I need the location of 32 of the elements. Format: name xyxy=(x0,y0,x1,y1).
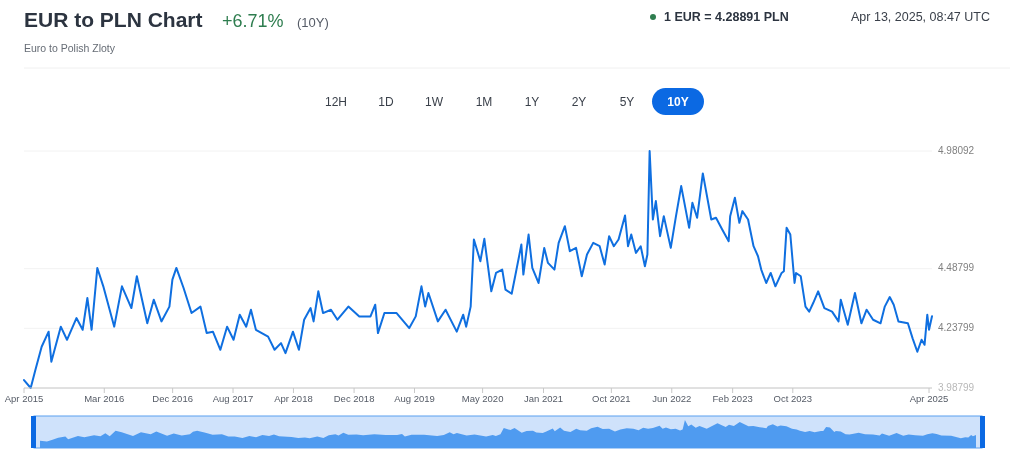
text: 1Y xyxy=(524,95,540,109)
text: 5Y xyxy=(619,95,635,109)
x-tick-label: Apr 2015 xyxy=(4,393,44,404)
y-tick-label: 3.98799 xyxy=(938,381,975,393)
text: 1 EUR = 4.28891 PLN xyxy=(664,10,789,24)
text: 1M xyxy=(475,95,493,109)
x-tick-label: Dec 2018 xyxy=(333,393,375,404)
x-tick-label: Aug 2017 xyxy=(212,393,254,404)
x-tick-label: Jan 2021 xyxy=(523,393,564,404)
y-tick-label: 4.98092 xyxy=(938,144,975,156)
x-tick-label: Oct 2021 xyxy=(592,393,631,404)
x-tick-label: Apr 2025 xyxy=(909,393,949,404)
x-tick-label: Aug 2019 xyxy=(394,393,435,404)
x-tick-label: Dec 2016 xyxy=(152,393,193,404)
chart-title: EUR to PLN Chart xyxy=(24,8,203,31)
text: 2Y xyxy=(571,95,587,109)
text: Apr 13, 2025, 08:47 UTC xyxy=(851,10,990,24)
y-tick-label: 4.23799 xyxy=(938,321,975,333)
x-tick-label: Jun 2022 xyxy=(652,393,692,404)
text: 1D xyxy=(378,95,394,109)
y-tick-label: 4.48799 xyxy=(938,262,975,274)
x-tick-label: Feb 2023 xyxy=(712,393,753,404)
x-tick-label: Oct 2023 xyxy=(773,393,813,404)
text: +6.71% xyxy=(222,11,284,31)
text: 12H xyxy=(324,95,348,109)
x-tick-label: Apr 2018 xyxy=(274,393,313,404)
chart-subtitle: Euro to Polish Zloty xyxy=(24,42,116,54)
x-tick-label: May 2020 xyxy=(461,393,504,404)
text: (10Y) xyxy=(297,15,329,30)
text: 10Y xyxy=(667,95,689,109)
x-tick-label: Mar 2016 xyxy=(84,393,125,404)
text: 1W xyxy=(425,95,444,109)
